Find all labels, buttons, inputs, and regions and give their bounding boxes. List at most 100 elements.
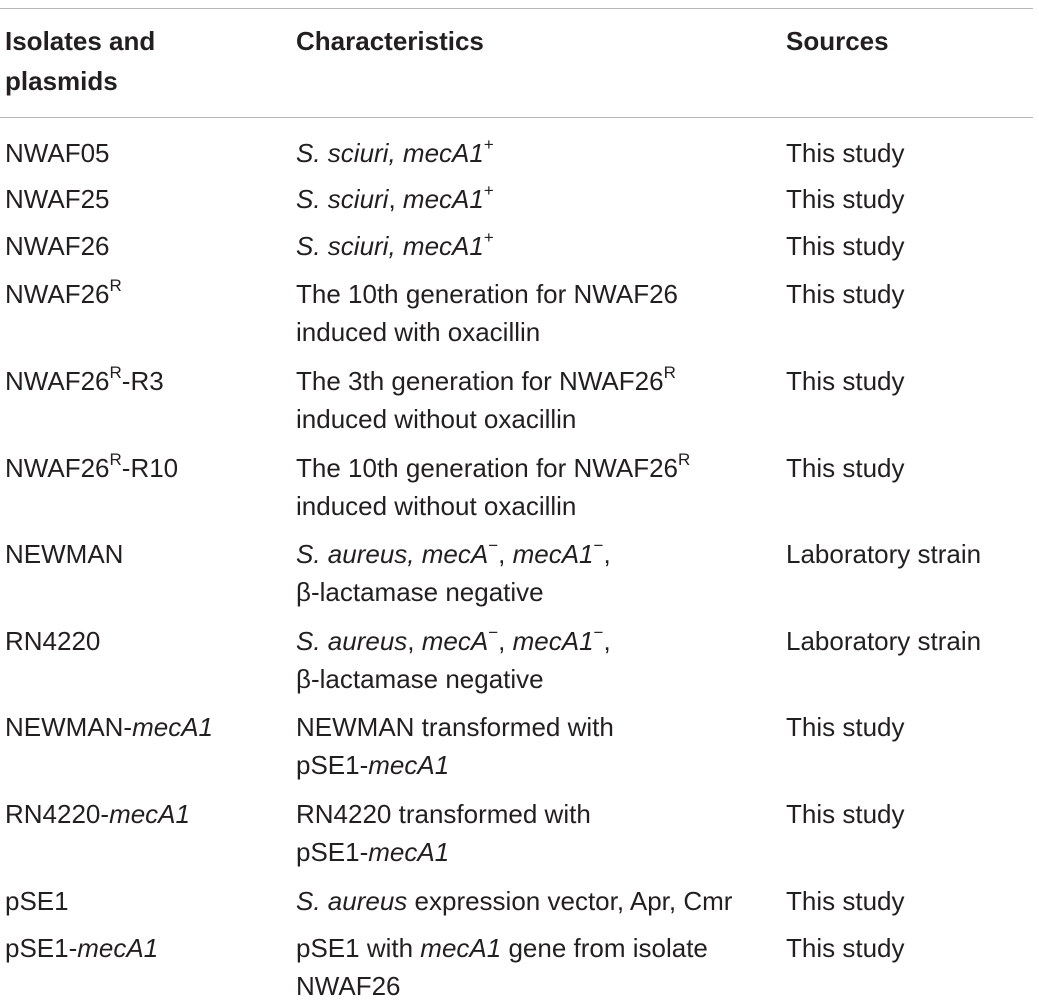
isolate-name: NEWMAN — [5, 539, 124, 569]
char-sup: + — [483, 228, 494, 248]
char-text: S. aureus, mecA — [296, 539, 489, 569]
char-line2: pSE1- — [296, 837, 369, 867]
characteristics-cell: The 10th generation for NWAF26 induced wi… — [296, 275, 678, 351]
source-cell: Laboratory strain — [786, 539, 982, 569]
source-cell: This study — [786, 279, 905, 309]
isolate-name: NWAF25 — [5, 184, 110, 214]
isolate-cell: NWAF26R-R10 — [5, 449, 178, 487]
isolate-sup: R — [109, 450, 122, 470]
source-cell: This study — [786, 933, 905, 963]
char-text: S. aureus — [296, 626, 408, 656]
isolate-cell: NWAF26 — [5, 227, 110, 265]
isolate-sup: R — [109, 363, 122, 383]
char-sep: , — [498, 539, 513, 569]
isolate-sup: R — [109, 276, 122, 296]
char-sep: , — [498, 626, 513, 656]
char-line2: induced without oxacillin — [296, 404, 577, 434]
isolate-name: NWAF26 — [5, 279, 110, 309]
isolate-cell: NEWMAN-mecA1 — [5, 708, 213, 746]
char-line1: The 10th generation for NWAF26 — [296, 279, 679, 309]
isolate-cell: pSE1 — [5, 882, 69, 920]
char-sup: + — [483, 181, 494, 201]
char-sup: R — [663, 363, 676, 383]
char-text: S. sciuri — [296, 184, 389, 214]
char-gene: mecA1 — [420, 933, 502, 963]
source-cell: This study — [786, 138, 905, 168]
header-sources: Sources — [786, 26, 889, 56]
char-gene: mecA1 — [368, 837, 450, 867]
char-line1: RN4220 transformed with — [296, 799, 591, 829]
characteristics-cell: S. sciuri, mecA1+ — [296, 134, 494, 172]
isolate-cell: NWAF26R — [5, 275, 122, 313]
isolate-cell: RN4220-mecA1 — [5, 795, 190, 833]
source-cell: This study — [786, 712, 905, 742]
characteristics-cell: S. aureus, mecA−, mecA1−, β-lactamase neg… — [296, 535, 611, 611]
isolate-name: pSE1 — [5, 886, 69, 916]
char-sep: , — [407, 626, 422, 656]
char-sep: , — [388, 184, 403, 214]
isolate-name: NWAF26 — [5, 453, 110, 483]
isolate-cell: NWAF05 — [5, 134, 110, 172]
char-text: S. sciuri, mecA1 — [296, 138, 484, 168]
isolate-cell: NWAF25 — [5, 180, 110, 218]
char-text: pSE1 with — [296, 933, 421, 963]
characteristics-cell: RN4220 transformed with pSE1-mecA1 — [296, 795, 591, 871]
header-characteristics: Characteristics — [296, 26, 484, 56]
isolate-name: RN4220 — [5, 626, 101, 656]
header-col1-line1: Isolates and — [5, 26, 156, 56]
isolate-suffix: -R3 — [121, 366, 164, 396]
char-text: expression vector, Apr, Cmr — [407, 886, 733, 916]
char-sup: − — [488, 623, 499, 643]
characteristics-cell: S. sciuri, mecA1+ — [296, 180, 494, 218]
char-sup: − — [488, 536, 499, 556]
characteristics-cell: S. aureus expression vector, Apr, Cmr — [296, 882, 732, 920]
isolate-gene: mecA1 — [109, 799, 190, 829]
isolate-name: NWAF26 — [5, 231, 110, 261]
header-col1-line2: plasmids — [5, 66, 118, 96]
characteristics-cell: S. aureus, mecA−, mecA1−, β-lactamase neg… — [296, 622, 611, 698]
char-sup: − — [593, 536, 604, 556]
char-gene: mecA1 — [512, 626, 594, 656]
source-cell: This study — [786, 886, 905, 916]
isolate-name: NEWMAN- — [5, 712, 133, 742]
source-cell: Laboratory strain — [786, 626, 982, 656]
table-top-rule — [0, 8, 1033, 9]
char-line2: β-lactamase negative — [296, 577, 544, 607]
isolate-gene: mecA1 — [77, 933, 159, 963]
header-isolates-plasmids: Isolates and plasmids — [5, 21, 155, 101]
char-text: S. sciuri, mecA1 — [296, 231, 484, 261]
isolate-name: pSE1- — [5, 933, 78, 963]
characteristics-cell: The 10th generation for NWAF26R induced w… — [296, 449, 690, 525]
isolate-name: RN4220- — [5, 799, 110, 829]
char-line2: induced without oxacillin — [296, 491, 577, 521]
isolate-cell: pSE1-mecA1 — [5, 929, 158, 967]
char-line2: β-lactamase negative — [296, 664, 544, 694]
char-sep: , — [603, 539, 611, 569]
char-sep: , — [603, 626, 611, 656]
characteristics-cell: S. sciuri, mecA1+ — [296, 227, 494, 265]
char-line2: NWAF26 — [296, 971, 401, 1001]
char-sup: + — [483, 135, 494, 155]
char-gene: mecA1 — [368, 750, 450, 780]
source-cell: This study — [786, 231, 905, 261]
char-species: S. aureus — [296, 886, 408, 916]
source-cell: This study — [786, 453, 905, 483]
char-line1: The 3th generation for NWAF26 — [296, 366, 664, 396]
source-cell: This study — [786, 184, 905, 214]
isolate-cell: NEWMAN — [5, 535, 123, 573]
isolate-name: NWAF26 — [5, 366, 110, 396]
isolate-cell: NWAF26R-R3 — [5, 362, 164, 400]
source-cell: This study — [786, 799, 905, 829]
characteristics-cell: pSE1 with mecA1 gene from isolate NWAF26 — [296, 929, 708, 1005]
char-line1: NEWMAN transformed with — [296, 712, 614, 742]
isolate-name: NWAF05 — [5, 138, 110, 168]
isolate-gene: mecA1 — [132, 712, 214, 742]
source-cell: This study — [786, 366, 905, 396]
char-text: gene from isolate — [501, 933, 708, 963]
characteristics-cell: The 3th generation for NWAF26R induced wi… — [296, 362, 676, 438]
char-line2: pSE1- — [296, 750, 369, 780]
char-line1: The 10th generation for NWAF26 — [296, 453, 679, 483]
char-gene: mecA1 — [512, 539, 594, 569]
char-gene: mecA1 — [402, 184, 484, 214]
